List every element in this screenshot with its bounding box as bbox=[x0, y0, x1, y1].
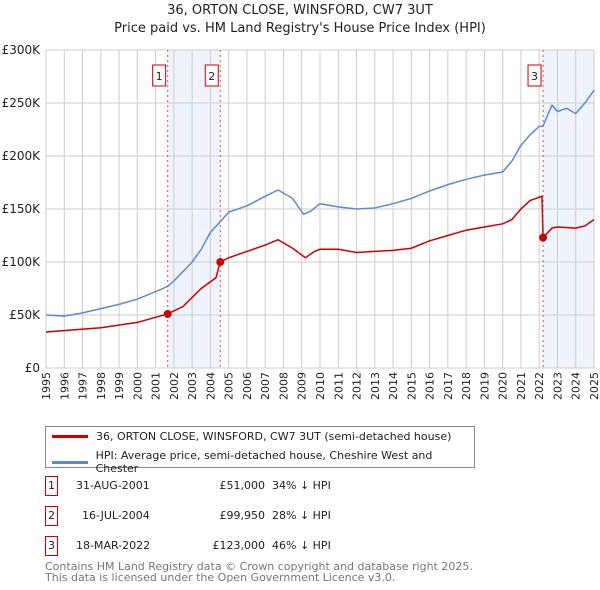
y-tick-label: £200K bbox=[2, 149, 42, 163]
sale-marker-box: 3 bbox=[45, 536, 58, 556]
x-tick-label: 2002 bbox=[168, 372, 181, 400]
sale-hpi-diff: 28% ↓ HPI bbox=[272, 509, 331, 522]
x-tick-label: 2022 bbox=[533, 372, 546, 400]
sale-point bbox=[539, 233, 548, 242]
sale-row: 2 16-JUL-2004 £99,950 28% ↓ HPI bbox=[45, 506, 445, 526]
sale-marker-box: 1 bbox=[45, 476, 58, 496]
x-tick-label: 2005 bbox=[223, 372, 236, 400]
y-tick-label: £250K bbox=[2, 96, 42, 110]
series-line bbox=[45, 195, 595, 333]
legend: 36, ORTON CLOSE, WINSFORD, CW7 3UT (semi… bbox=[45, 426, 475, 475]
x-tick-label: 2014 bbox=[387, 372, 400, 400]
sale-marker-label: 3 bbox=[531, 70, 538, 83]
sale-point bbox=[216, 258, 225, 267]
sale-point bbox=[163, 309, 172, 318]
sale-hpi-diff: 46% ↓ HPI bbox=[272, 539, 331, 552]
sale-price: £99,950 bbox=[219, 509, 266, 522]
x-tick-label: 2025 bbox=[588, 372, 600, 400]
sale-price: £123,000 bbox=[212, 539, 266, 552]
sale-hpi-diff: 34% ↓ HPI bbox=[272, 479, 331, 492]
x-tick-label: 2003 bbox=[186, 372, 199, 400]
x-tick-label: 2021 bbox=[515, 372, 528, 400]
x-tick-label: 2018 bbox=[460, 372, 473, 400]
x-tick-label: 2006 bbox=[241, 372, 254, 400]
x-tick-label: 2023 bbox=[551, 372, 564, 400]
x-tick-label: 2009 bbox=[296, 372, 309, 400]
sale-date: 16-JUL-2004 bbox=[82, 509, 150, 522]
price-chart: 1995 1996 1997 1998 1999 2000 2001 2002 2003 2004… bbox=[2, 43, 600, 400]
x-tick-label: 2011 bbox=[332, 372, 345, 400]
x-tick-label: 2012 bbox=[351, 372, 364, 400]
x-tick-label: 2007 bbox=[259, 372, 272, 400]
x-tick-label: 1995 bbox=[40, 372, 53, 400]
x-tick-label: 1997 bbox=[77, 372, 90, 400]
sale-marker bbox=[527, 64, 542, 87]
x-tick-label: 1998 bbox=[95, 372, 108, 400]
x-tick-label: 2001 bbox=[150, 372, 163, 400]
x-tick-label: 2016 bbox=[424, 372, 437, 400]
x-tick-label: 2017 bbox=[442, 372, 455, 400]
sale-date: 31-AUG-2001 bbox=[76, 479, 150, 492]
x-tick-label: 2010 bbox=[314, 372, 327, 400]
sale-marker bbox=[204, 64, 219, 87]
x-tick-label: 2020 bbox=[497, 372, 510, 400]
sale-marker-label: 1 bbox=[156, 70, 163, 83]
y-tick-label: £100K bbox=[2, 255, 42, 269]
chart-subtitle: Price paid vs. HM Land Registry's House … bbox=[114, 21, 486, 36]
x-tick-label: 1996 bbox=[58, 372, 71, 400]
x-tick-label: 2019 bbox=[478, 372, 491, 400]
x-tick-label: 2004 bbox=[204, 372, 217, 400]
y-tick-label: £50K bbox=[9, 308, 41, 322]
y-tick-label: £150K bbox=[2, 202, 42, 216]
legend-swatch-property bbox=[52, 435, 88, 438]
x-tick-label: 2024 bbox=[570, 372, 583, 400]
footer: Contains HM Land Registry data © Crown c… bbox=[45, 561, 473, 583]
legend-label-hpi: HPI: Average price, semi-detached house,… bbox=[95, 449, 433, 475]
y-tick-label: £0 bbox=[25, 361, 40, 375]
sale-price: £51,000 bbox=[219, 479, 266, 492]
sale-marker-label: 2 bbox=[208, 70, 215, 83]
footer-copyright: Contains HM Land Registry data © Crown c… bbox=[45, 560, 473, 573]
legend-swatch-hpi bbox=[52, 460, 88, 464]
sale-date: 18-MAR-2022 bbox=[76, 539, 151, 552]
x-tick-label: 2015 bbox=[405, 372, 418, 400]
x-tick-label: 1999 bbox=[113, 372, 126, 400]
sale-marker bbox=[152, 64, 167, 87]
sale-marker-box: 2 bbox=[45, 506, 58, 526]
legend-label-property: 36, ORTON CLOSE, WINSFORD, CW7 3UT (semi… bbox=[96, 430, 452, 443]
y-tick-label: £300K bbox=[2, 43, 42, 57]
x-tick-label: 2000 bbox=[131, 372, 144, 400]
sale-row: 1 31-AUG-2001 £51,000 34% ↓ HPI bbox=[45, 476, 445, 496]
chart-title: 36, ORTON CLOSE, WINSFORD, CW7 3UT bbox=[167, 3, 433, 18]
sale-row: 3 18-MAR-2022 £123,000 46% ↓ HPI bbox=[45, 536, 445, 556]
x-tick-label: 2008 bbox=[277, 372, 290, 400]
footer-licence: This data is licensed under the Open Gov… bbox=[45, 571, 396, 584]
x-tick-label: 2013 bbox=[369, 372, 382, 400]
series-line bbox=[45, 89, 595, 317]
